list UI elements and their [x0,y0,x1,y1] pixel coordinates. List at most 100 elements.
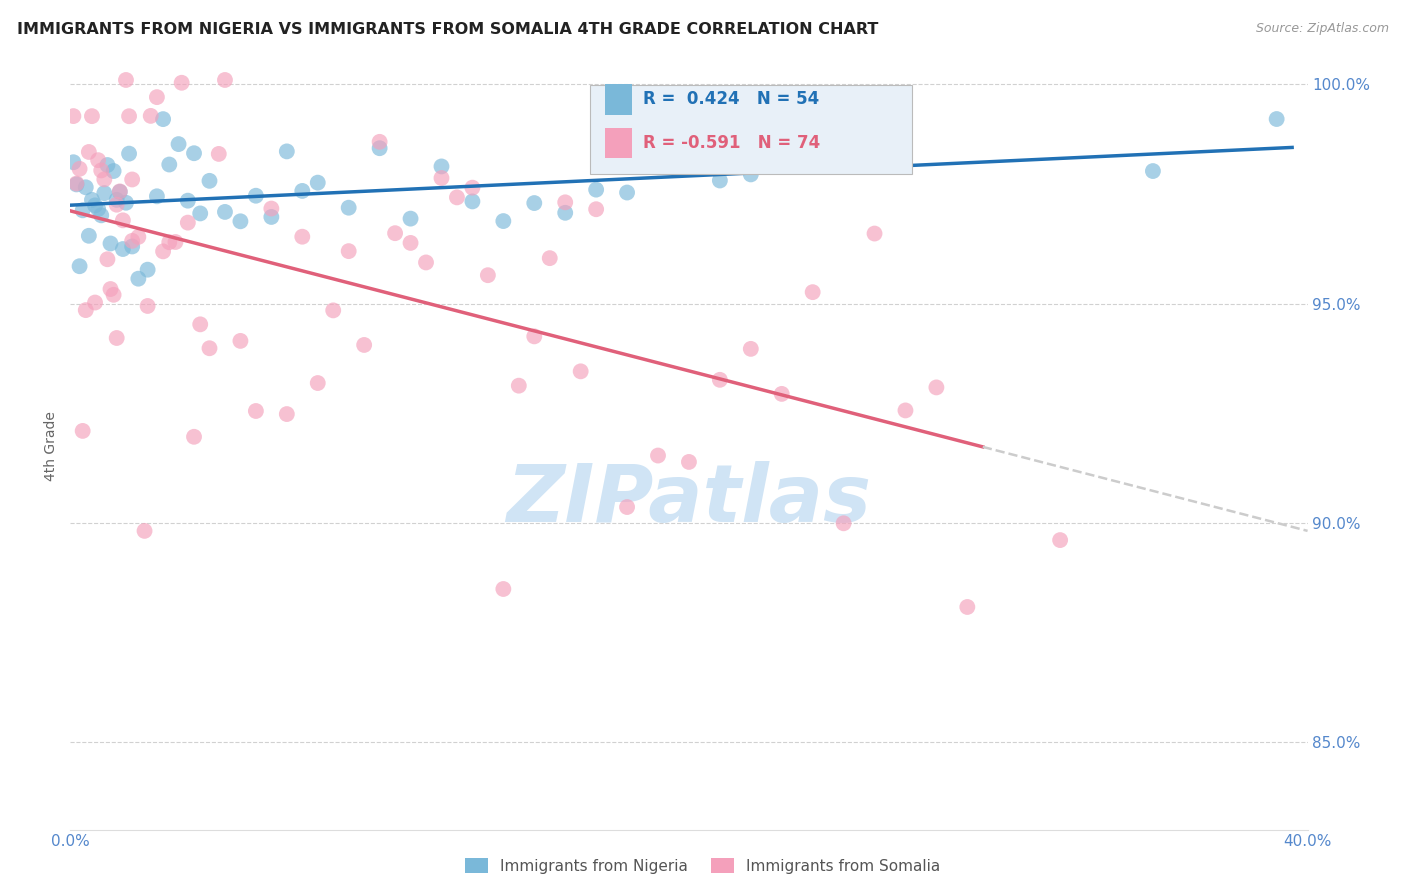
Point [80,193,103,207]
Point [291,229,314,244]
Text: IMMIGRANTS FROM NIGERIA VS IMMIGRANTS FROM SOMALIA 4TH GRADE CORRELATION CHART: IMMIGRANTS FROM NIGERIA VS IMMIGRANTS FR… [17,22,879,37]
Point [90,163,112,178]
Point [96,252,118,267]
Point [103,164,125,178]
Point [103,288,125,302]
Point [956,599,979,614]
Point [399,235,422,250]
Bar [605,84,633,114]
Point [198,341,221,355]
Point [322,303,344,318]
Point [430,171,453,186]
Point [111,213,134,227]
Point [127,230,149,244]
Point [65,178,87,192]
Point [80,109,103,123]
Point [368,135,391,149]
Point [276,407,298,421]
Point [477,268,499,283]
Point [307,176,329,190]
Point [523,329,546,343]
Point [492,214,515,228]
Y-axis label: 4th Grade: 4th Grade [45,411,59,481]
Point [415,255,437,269]
Point [894,403,917,417]
Point [430,160,453,174]
Point [134,524,156,538]
Point [165,235,187,249]
Text: ZIPatlas: ZIPatlas [506,460,872,539]
Point [647,449,669,463]
Point [770,387,793,401]
Point [115,195,138,210]
Point [740,168,762,182]
Point [616,186,638,200]
Point [170,76,193,90]
Point [152,112,174,127]
Point [384,226,406,240]
Point [183,146,205,161]
Point [925,380,948,394]
Point [72,424,94,438]
Point [585,183,607,197]
Point [177,216,200,230]
Point [93,186,115,201]
Point [260,202,283,216]
Point [616,500,638,514]
Point [229,334,252,348]
Point [75,303,97,318]
Point [337,201,360,215]
Point [337,244,360,259]
Point [801,285,824,300]
Point [709,173,731,187]
Bar [605,128,633,158]
Point [214,73,236,87]
Point [69,161,91,176]
Point [214,205,236,219]
Point [146,90,169,104]
Point [353,338,375,352]
Point [260,210,283,224]
Point [84,198,107,212]
Point [569,364,592,378]
Point [461,194,484,209]
Point [96,158,118,172]
Point [832,516,855,531]
Point [1049,533,1071,547]
Point [245,188,267,202]
Point [139,109,162,123]
Point [188,318,211,332]
Point [709,373,731,387]
Point [100,282,122,296]
Text: R =  0.424   N = 54: R = 0.424 N = 54 [643,90,820,108]
Point [75,180,97,194]
Point [105,197,128,211]
Point [118,109,141,123]
Point [183,430,205,444]
Point [62,109,84,123]
Point [801,153,824,167]
Point [554,206,576,220]
Text: R = -0.591   N = 74: R = -0.591 N = 74 [643,134,821,152]
Point [678,455,700,469]
Point [146,189,169,203]
Point [108,185,131,199]
Point [177,194,200,208]
Point [291,184,314,198]
Point [62,155,84,169]
Point [523,196,546,211]
Point [118,146,141,161]
Point [554,195,576,210]
Point [198,174,221,188]
Point [585,202,607,217]
Point [77,145,100,159]
Point [121,239,143,253]
Point [167,137,190,152]
Point [1142,164,1164,178]
Point [229,214,252,228]
Point [105,331,128,345]
Point [188,206,211,220]
Point [87,153,110,168]
Point [740,342,762,356]
Point [100,236,122,251]
